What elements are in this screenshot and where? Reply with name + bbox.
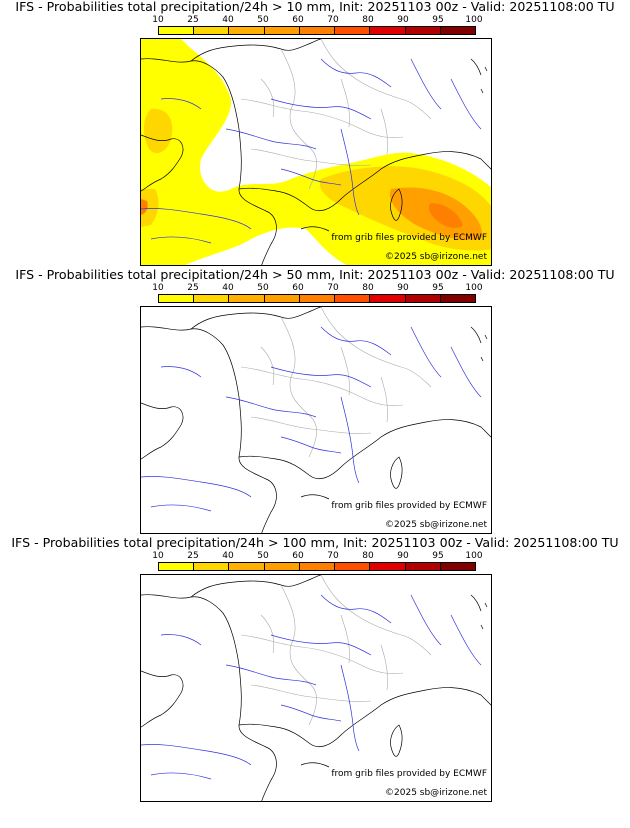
copyright-credit: ©2025 sb@irizone.net — [385, 788, 487, 798]
colorbar-segment — [264, 295, 300, 302]
legend-tick-label: 90 — [397, 283, 409, 293]
legend-tick-label: 60 — [292, 551, 304, 561]
legend-tick-labels: 10 25 40 50 60 70 80 90 95 100 — [0, 551, 630, 561]
legend-tick-label: 60 — [292, 15, 304, 25]
colorbar-segment — [335, 563, 371, 570]
forecast-panel-3: IFS - Probabilities total precipitation/… — [0, 536, 630, 804]
legend-tick-label: 90 — [397, 551, 409, 561]
precipitation-area — [141, 189, 159, 227]
legend-tick-label: 40 — [222, 15, 234, 25]
colorbar-segment — [229, 295, 265, 302]
legend-tick-label: 40 — [222, 551, 234, 561]
colorbar-segment — [370, 27, 406, 34]
forecast-panel-2: IFS - Probabilities total precipitation/… — [0, 268, 630, 536]
legend-tick-label: 80 — [362, 283, 374, 293]
legend-tick-label: 25 — [187, 551, 199, 561]
data-source-credit: from grib files provided by ECMWF — [331, 769, 487, 779]
river-layer — [141, 326, 482, 512]
colorbar-segment — [370, 563, 406, 570]
precipitation-probability-layer — [141, 39, 491, 265]
legend-tick-label: 25 — [187, 15, 199, 25]
legend-tick-label: 50 — [257, 283, 269, 293]
colorbar-segment — [440, 563, 475, 570]
legend-tick-label: 95 — [432, 283, 444, 293]
river-layer — [141, 58, 482, 244]
legend-tick-label: 25 — [187, 283, 199, 293]
probability-colorbar — [158, 562, 476, 571]
colorbar-segment — [405, 295, 441, 302]
precipitation-area — [428, 203, 463, 228]
colorbar-segment — [194, 563, 230, 570]
probability-colorbar — [158, 26, 476, 35]
colorbar-segment — [440, 295, 475, 302]
copyright-credit: ©2025 sb@irizone.net — [385, 252, 487, 262]
colorbar-segment — [335, 27, 371, 34]
colorbar-segment — [229, 27, 265, 34]
colorbar-segment — [405, 563, 441, 570]
legend-tick-label: 50 — [257, 15, 269, 25]
colorbar-segment — [264, 27, 300, 34]
map-canvas — [141, 575, 491, 801]
data-source-credit: from grib files provided by ECMWF — [331, 233, 487, 243]
colorbar-segment — [159, 563, 195, 570]
colorbar-segment — [229, 563, 265, 570]
precipitation-area — [141, 199, 148, 215]
colorbar-segment — [299, 27, 336, 34]
legend-tick-label: 70 — [327, 551, 339, 561]
legend-tick-label: 50 — [257, 551, 269, 561]
coastline-layer — [141, 575, 491, 801]
probability-map: from grib files provided by ECMWF ©2025 … — [140, 38, 492, 266]
precipitation-area — [144, 108, 173, 154]
legend-tick-label: 40 — [222, 283, 234, 293]
probability-map: from grib files provided by ECMWF ©2025 … — [140, 306, 492, 534]
colorbar-segment — [335, 295, 371, 302]
colorbar-segment — [194, 27, 230, 34]
colorbar-segment — [370, 295, 406, 302]
river-layer — [141, 594, 482, 780]
colorbar-segment — [194, 295, 230, 302]
probability-colorbar — [158, 294, 476, 303]
legend-tick-label: 90 — [397, 15, 409, 25]
forecast-panel-1: IFS - Probabilities total precipitation/… — [0, 0, 630, 268]
legend-tick-label: 100 — [465, 15, 483, 25]
legend-tick-label: 70 — [327, 283, 339, 293]
colorbar-segment — [440, 27, 475, 34]
border-layer — [240, 39, 432, 190]
colorbar-segment — [159, 295, 195, 302]
legend-tick-label: 70 — [327, 15, 339, 25]
legend-tick-label: 100 — [465, 283, 483, 293]
border-layer — [240, 307, 432, 458]
legend-tick-label: 10 — [152, 283, 164, 293]
panel-title: IFS - Probabilities total precipitation/… — [15, 267, 615, 282]
legend-tick-label: 80 — [362, 15, 374, 25]
legend-tick-label: 95 — [432, 551, 444, 561]
probability-map: from grib files provided by ECMWF ©2025 … — [140, 574, 492, 802]
coastline-layer — [141, 307, 491, 533]
legend-tick-label: 60 — [292, 283, 304, 293]
legend-tick-labels: 10 25 40 50 60 70 80 90 95 100 — [0, 15, 630, 25]
data-source-credit: from grib files provided by ECMWF — [331, 501, 487, 511]
colorbar-segment — [264, 563, 300, 570]
legend-tick-labels: 10 25 40 50 60 70 80 90 95 100 — [0, 283, 630, 293]
colorbar-segment — [405, 27, 441, 34]
legend-tick-label: 95 — [432, 15, 444, 25]
legend-tick-label: 80 — [362, 551, 374, 561]
panel-title: IFS - Probabilities total precipitation/… — [15, 0, 615, 14]
border-layer — [240, 575, 432, 726]
colorbar-segment — [159, 27, 195, 34]
colorbar-segment — [299, 295, 336, 302]
panel-title: IFS - Probabilities total precipitation/… — [11, 535, 619, 550]
map-canvas — [141, 307, 491, 533]
legend-tick-label: 10 — [152, 551, 164, 561]
map-canvas — [141, 39, 491, 265]
colorbar-segment — [299, 563, 336, 570]
legend-tick-label: 10 — [152, 15, 164, 25]
copyright-credit: ©2025 sb@irizone.net — [385, 520, 487, 530]
legend-tick-label: 100 — [465, 551, 483, 561]
